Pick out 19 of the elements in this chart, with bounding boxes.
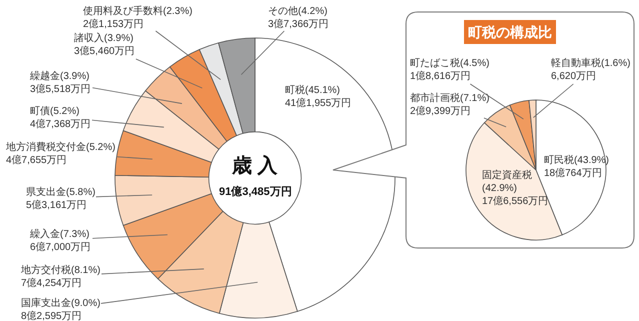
slice-label: その他(4.2%) 3億7,366万円 [268,5,329,30]
slice-label: 地方交付税(8.1%) 7億4,254万円 [20,264,100,289]
slice-label: 固定資産税 [482,169,532,181]
slice-label: 国庫支出金(9.0%) 8億2,595万円 [21,297,100,321]
slice-label: 県支出金(5.8%) 5億3,161万円 [26,186,96,211]
data-label: (42.9%) 17億6,556万円 [482,183,548,207]
slice-label: 町債(5.2%) 4億7,368万円 [30,105,91,130]
chart-title: 町税の構成比 [468,24,552,40]
slice-label: 町税(45.1%) 41億1,955万円 [285,84,352,109]
slice-label: 都市計画税(7.1%) 2億9,399万円 [410,92,490,117]
slice-label: 軽自動車税(1.6%) 6,620万円 [551,57,630,82]
slice-label: 繰入金(7.3%) 6億7,000万円 [29,228,91,253]
slice-label: 地方消費税交付金(5.2%) 4億7,655万円 [5,141,116,166]
text: 91億3,485万円 [219,185,292,198]
text: 歳 入 [231,154,279,177]
slice-label: 町たばこ税(4.5%) 1億8,616万円 [410,57,490,82]
slice-label: 繰越金(3.9%) 3億5,518万円 [29,70,91,95]
slice-label: 諸収入(3.9%) 3億5,460万円 [74,32,135,57]
slice-label: 使用料及び手数料(2.3%) 2億1,153万円 [83,5,192,30]
